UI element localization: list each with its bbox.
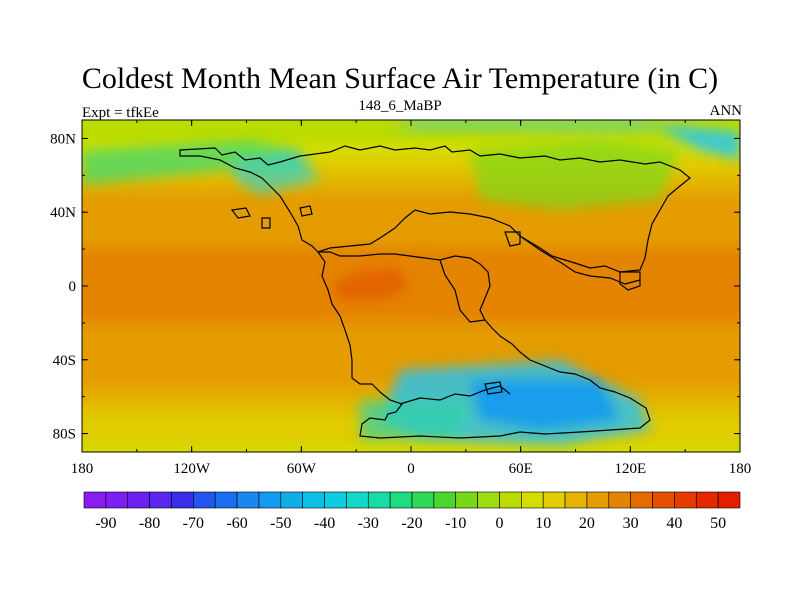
colorbar-swatch: [367, 491, 391, 509]
colorbar-label: 30: [623, 515, 639, 532]
colorbar-label: 40: [666, 515, 682, 532]
island-4: [619, 271, 641, 291]
colorbar-label: -80: [139, 515, 160, 532]
colorbar-label: -30: [358, 515, 379, 532]
colorbar-swatch: [411, 491, 435, 509]
colorbar-label: -40: [314, 515, 335, 532]
colorbar-label: -60: [226, 515, 247, 532]
gondwana-coastline: [316, 251, 651, 439]
plot-area: [82, 120, 740, 452]
x-tick-label: 60E: [509, 461, 533, 477]
colorbar-swatch: [105, 491, 129, 509]
regional-anomalies: [82, 122, 740, 445]
colorbar-label: 10: [535, 515, 551, 532]
colorbar-swatch: [564, 491, 588, 509]
coastlines: [179, 145, 691, 439]
colorbar-swatch: [433, 491, 457, 509]
arctic-cold-patch: [390, 122, 740, 160]
island-3: [299, 205, 313, 217]
colorbar-swatch: [695, 491, 719, 509]
south-asia-coast: [519, 235, 641, 285]
colorbar-swatch: [149, 491, 172, 509]
axis-ticks: [81, 120, 741, 452]
colorbar: [83, 491, 741, 509]
y-tick-label: 80S: [53, 427, 76, 443]
colorbar-swatch: [236, 491, 260, 509]
experiment-label: Expt = tfkEe: [82, 105, 159, 121]
x-tick-label: 60W: [287, 461, 317, 477]
colorbar-swatch: [542, 491, 566, 509]
colorbar-labels: -90 -80 -70 -60 -50 -40 -30 -20 -10 0 10 20 30 40 50: [95, 515, 726, 532]
tethys-inner-coast: [439, 259, 486, 323]
colorbar-swatch: [477, 491, 500, 509]
season-label: ANN: [709, 103, 743, 119]
y-tick-label: 40S: [53, 353, 76, 369]
axis-tick-labels: 180 120W 60W 0 60E 120E 180 80N 40N 0 40S 80S: [50, 131, 751, 477]
colorbar-swatch: [83, 491, 107, 509]
colorbar-swatch: [324, 491, 347, 509]
colorbar-swatch: [280, 491, 303, 509]
colorbar-label: -10: [445, 515, 466, 532]
colorbar-label: 0: [495, 515, 503, 532]
colorbar-swatch: [302, 491, 325, 509]
island-2: [261, 217, 271, 229]
island-6: [484, 381, 503, 395]
colorbar-label: -50: [270, 515, 291, 532]
colorbar-swatch: [717, 491, 741, 509]
y-tick-label: 40N: [50, 205, 76, 221]
asia-cool-patch: [470, 140, 680, 210]
x-tick-label: 0: [407, 461, 415, 477]
map-title: Coldest Month Mean Surface Air Temperatu…: [81, 62, 719, 95]
x-tick-label: 180: [71, 461, 94, 477]
colorbar-swatch: [586, 491, 610, 509]
colorbar-label: 20: [579, 515, 595, 532]
x-tick-label: 180: [729, 461, 752, 477]
y-tick-label: 0: [69, 279, 77, 295]
island-5: [504, 231, 521, 247]
period-label: 148_6_MaBP: [358, 98, 442, 114]
tropics-warm-patch: [320, 255, 460, 300]
north-pacific-cool-patch: [82, 140, 300, 185]
laurasia-coastline: [179, 145, 691, 273]
west-antarctic-cool-patch: [360, 400, 470, 440]
colorbar-swatch: [346, 491, 369, 509]
colorbar-label: -90: [95, 515, 116, 532]
colorbar-swatch: [171, 491, 194, 509]
colorbar-swatch: [193, 491, 216, 509]
colorbar-swatch: [630, 491, 653, 509]
colorbar-swatch: [127, 491, 150, 509]
colorbar-swatch: [389, 491, 413, 509]
colorbar-label: 50: [710, 515, 726, 532]
colorbar-swatch: [258, 491, 282, 509]
colorbar-swatch: [499, 491, 522, 509]
colorbar-label: -70: [183, 515, 204, 532]
colorbar-swatch: [674, 491, 697, 509]
y-tick-label: 80N: [50, 131, 76, 147]
colorbar-label: -20: [401, 515, 422, 532]
colorbar-swatch: [455, 491, 478, 509]
colorbar-swatch: [521, 491, 544, 509]
antarctic-inlet: [399, 385, 511, 405]
colorbar-swatch: [652, 491, 675, 509]
island-1: [230, 207, 251, 219]
colorbar-swatch: [608, 491, 631, 509]
x-tick-label: 120E: [614, 461, 646, 477]
colorbar-swatch: [214, 491, 238, 509]
x-tick-label: 120W: [173, 461, 211, 477]
north-america-cold-patch: [230, 150, 320, 195]
